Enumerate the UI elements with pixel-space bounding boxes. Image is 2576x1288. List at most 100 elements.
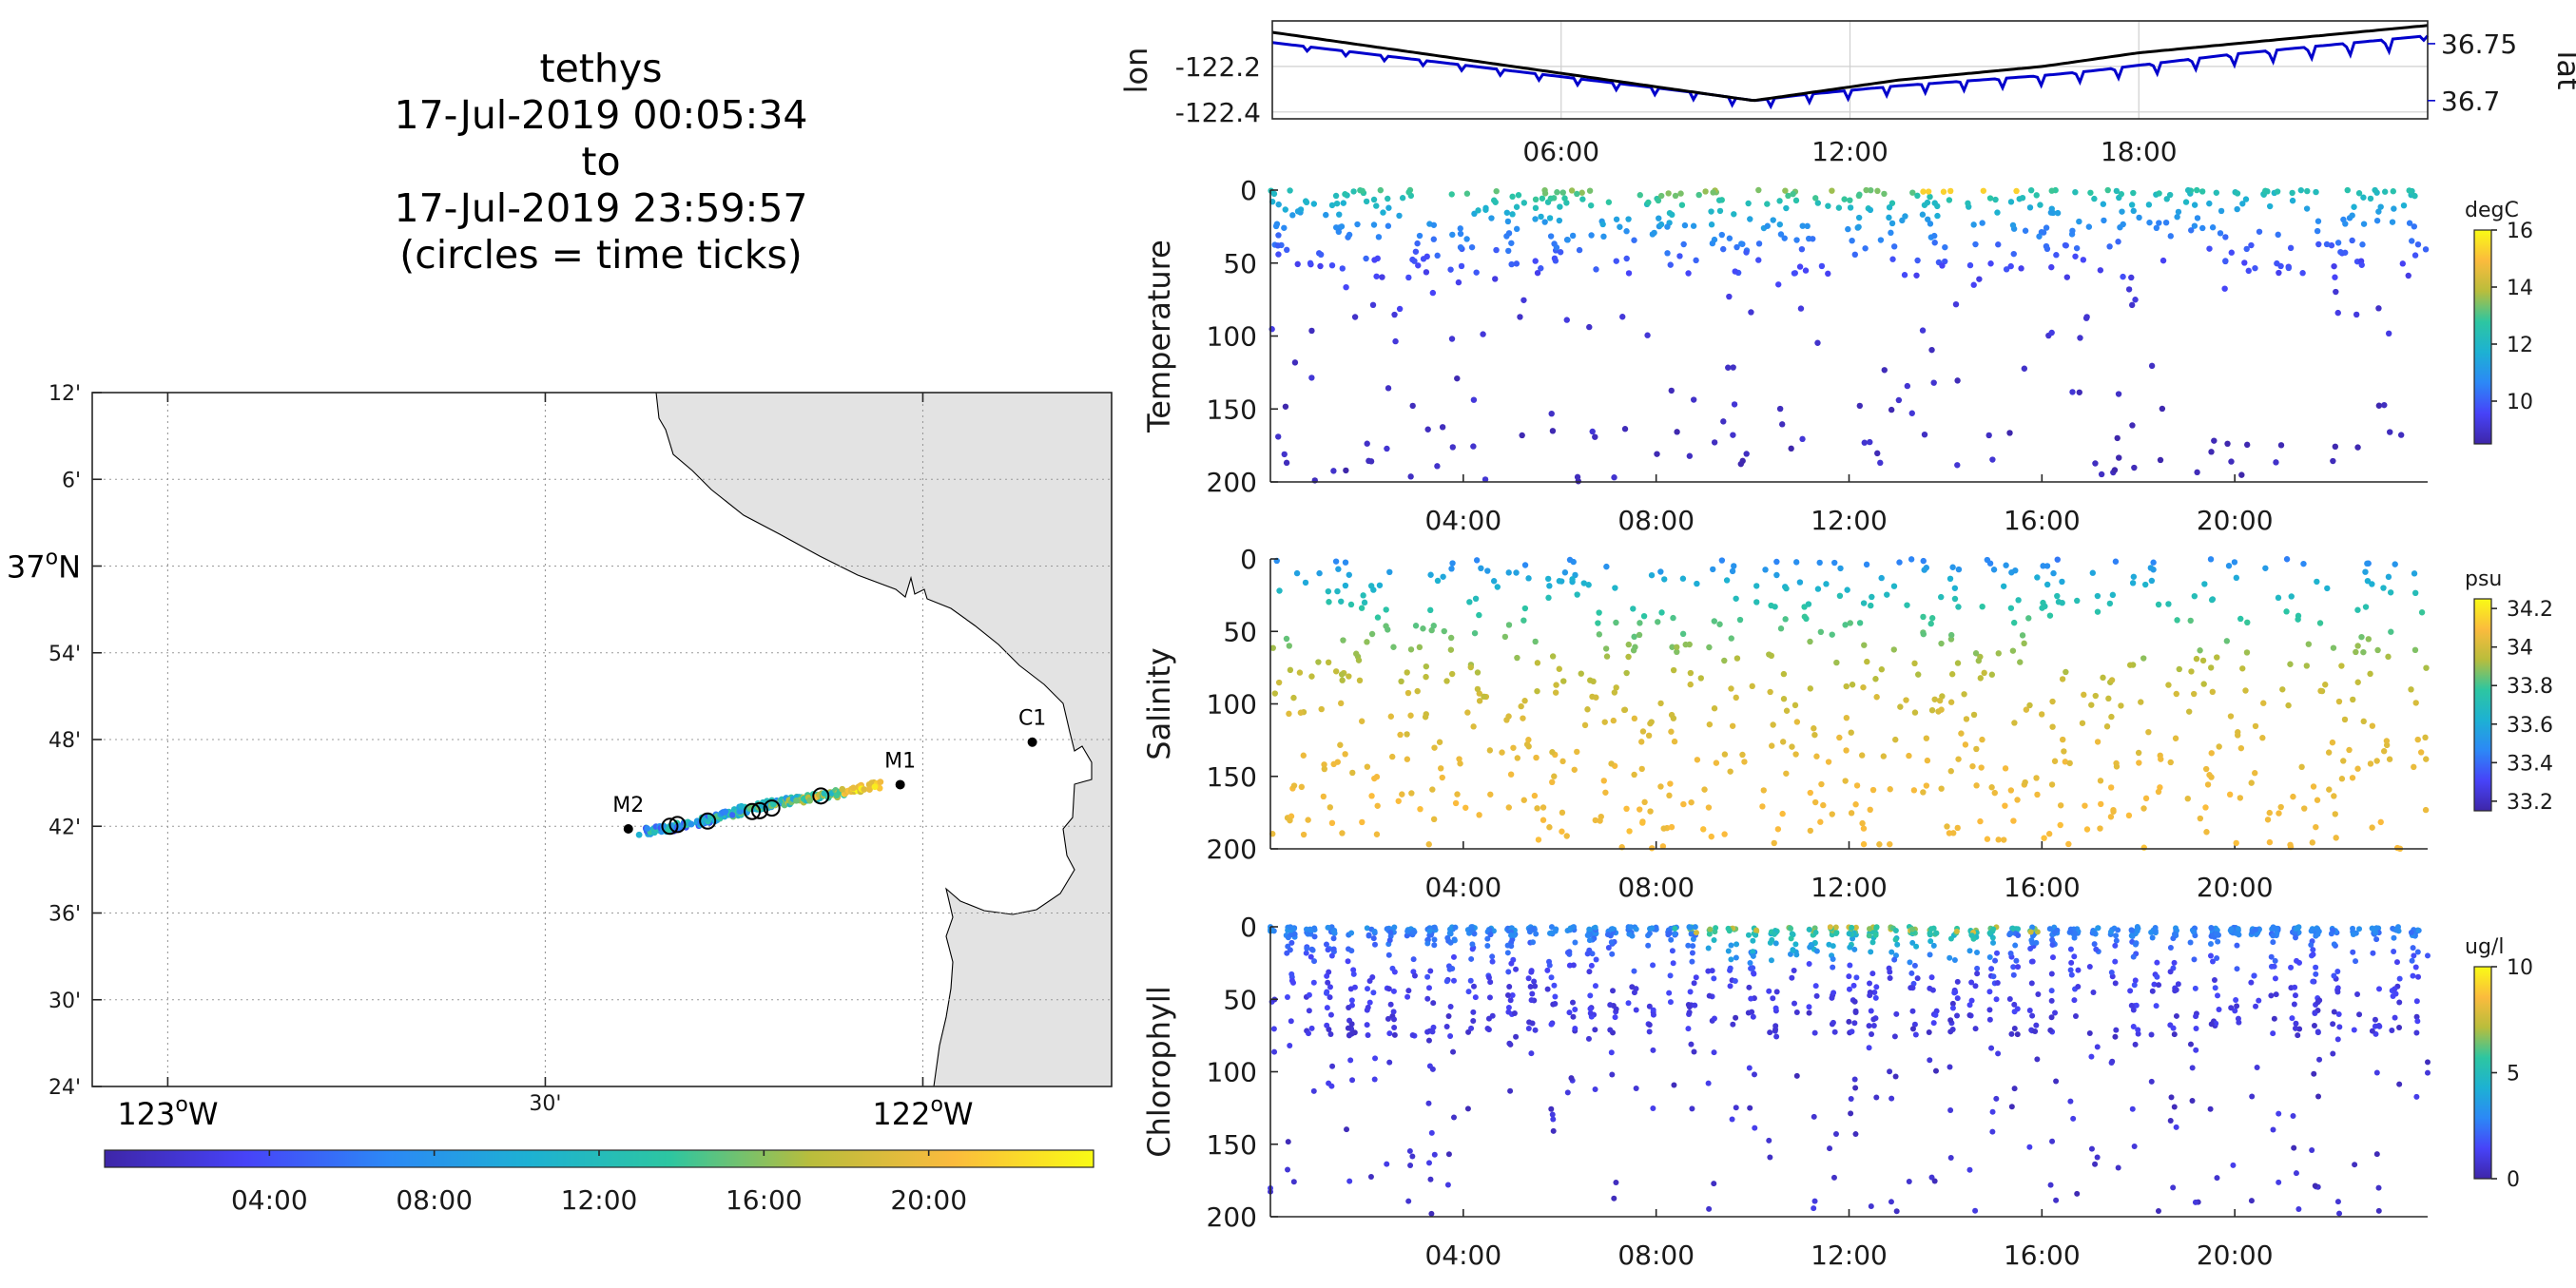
temperature-point [1333, 200, 1341, 207]
chlorophyll-point [1811, 1113, 1817, 1120]
chlorophyll-point [2272, 957, 2278, 964]
salinity-point [1820, 801, 1827, 809]
salinity-point [2158, 756, 2164, 762]
chlorophyll-point [2071, 997, 2078, 1004]
chlorophyll-colorbar [2473, 966, 2492, 1180]
salinity-point [1639, 819, 1646, 826]
chlorophyll-point [2071, 953, 2078, 960]
chlorophyll-point [1806, 1009, 1812, 1016]
salinity-point [1833, 659, 1840, 666]
salinity-point [1374, 802, 1381, 809]
chlorophyll-point [1306, 1030, 1312, 1037]
temperature-point [1569, 232, 1577, 240]
salinity-point [2287, 841, 2294, 848]
temperature-point [1579, 196, 1586, 202]
chlorophyll-point [1365, 932, 1372, 938]
chlorophyll-point [2312, 1009, 2318, 1016]
chlorophyll-point [1513, 966, 1520, 972]
salinity-point [2322, 682, 2329, 688]
chlorophyll-point [1993, 1095, 2000, 1102]
colorbar-tick-label: 14 [2507, 277, 2533, 300]
chlorophyll-point [1909, 1008, 1916, 1014]
salinity-point [2112, 558, 2120, 565]
salinity-point [1339, 677, 1346, 683]
salinity-point [2136, 759, 2142, 766]
salinity-point [2011, 720, 2018, 726]
salinity-point [1533, 754, 1540, 761]
salinity-point [1626, 828, 1633, 835]
temperature-point [2007, 199, 2015, 205]
chlorophyll-point [1464, 1105, 1471, 1112]
temperature-point [1695, 191, 1702, 199]
salinity-point [2243, 649, 2251, 656]
salinity-point [1349, 769, 1356, 777]
chlorophyll-point [2211, 977, 2218, 984]
temperature-point [1992, 196, 1999, 203]
salinity-point [1947, 631, 1955, 639]
time-tick-label: 04:00 [1424, 505, 1501, 536]
salinity-point [1856, 620, 1864, 626]
chlorophyll-point [1793, 1072, 1800, 1079]
chlorophyll-point [1533, 931, 1540, 937]
salinity-point [1623, 805, 1630, 813]
chlorophyll-point [1470, 1009, 1477, 1015]
chlorophyll-point [1628, 924, 1635, 931]
chlorophyll-point [2391, 934, 2397, 941]
chlorophyll-point [2249, 1093, 2256, 1100]
chlorophyll-point [2151, 981, 2158, 988]
chlorophyll-point [1585, 1035, 1592, 1042]
salinity-point [2411, 589, 2419, 597]
chlorophyll-point [1954, 995, 1961, 1002]
salinity-point [1556, 665, 1562, 672]
salinity-point [1637, 620, 1643, 626]
salinity-point [2383, 738, 2391, 744]
salinity-point [1638, 739, 1645, 745]
chlorophyll-point [1891, 1033, 1898, 1040]
chlorophyll-point [2112, 980, 2119, 987]
salinity-point [1297, 709, 1305, 716]
chlorophyll-point [1444, 934, 1451, 941]
temperature-point [2411, 192, 2418, 200]
temperature-point [2313, 188, 2319, 196]
salinity-point [1404, 669, 1410, 676]
chlorophyll-point [2413, 1013, 2420, 1020]
chlorophyll-point [2070, 1115, 2077, 1122]
temperature-point [1384, 445, 1390, 452]
temperature-point [1556, 217, 1563, 224]
temperature-point [1730, 432, 1736, 438]
salinity-point [2314, 797, 2321, 803]
temperature-point [1889, 256, 1896, 262]
salinity-point [1373, 831, 1381, 837]
salinity-point [1669, 644, 1675, 650]
salinity-point [2046, 612, 2054, 619]
chlorophyll-point [1470, 1017, 1477, 1024]
salinity-point [1602, 789, 1609, 796]
chlorophyll-point [1873, 1094, 1880, 1101]
chlorophyll-point [2032, 1028, 2039, 1034]
salinity-point [2066, 759, 2073, 767]
temperature-point [1275, 232, 1282, 239]
salinity-point [1780, 670, 1788, 678]
chlorophyll-point [1849, 924, 1855, 931]
salinity-point [2017, 659, 2024, 665]
chlorophyll-point [2029, 1012, 2036, 1019]
temperature-point [1927, 193, 1933, 201]
map-track [635, 779, 884, 838]
temperature-point [1454, 375, 1461, 382]
temperature-point [1934, 212, 1941, 220]
chlorophyll-point [1773, 989, 1780, 995]
salinity-point [2010, 817, 2017, 824]
chlorophyll-point [1550, 1127, 1557, 1134]
chlorophyll-point [2234, 966, 2240, 972]
salinity-point [2283, 608, 2290, 615]
salinity-point [1697, 675, 1704, 682]
chlorophyll-point [1390, 1009, 1397, 1015]
temperature-point [1328, 261, 1336, 269]
chlorophyll-point [1348, 1002, 1355, 1009]
salinity-point [2298, 763, 2305, 771]
chlorophyll-point [1851, 946, 1858, 952]
salinity-point [2057, 821, 2063, 829]
salinity-point [2012, 567, 2019, 574]
temperature-point [1310, 201, 1318, 207]
temperature-point [2238, 471, 2245, 478]
